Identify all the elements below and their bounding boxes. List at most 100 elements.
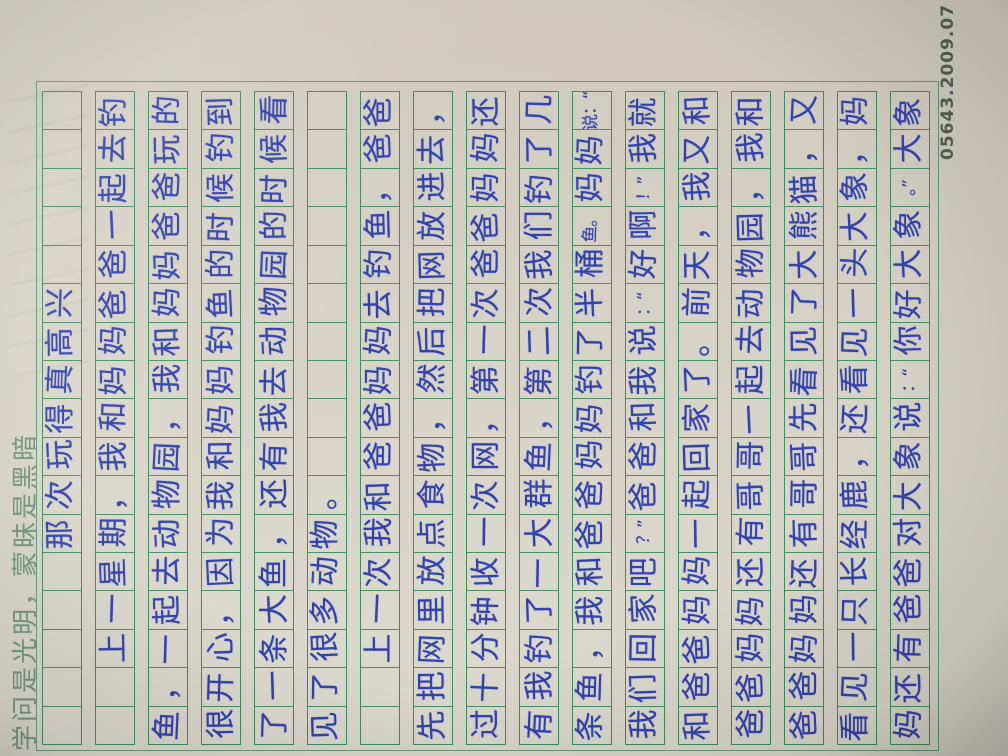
grid-cell: 收 bbox=[467, 552, 505, 592]
grid-cell: 经 bbox=[838, 514, 876, 553]
handwritten-character: 了 bbox=[308, 671, 344, 703]
grid-cell: 鱼 bbox=[573, 668, 611, 707]
handwritten-character: 妈 bbox=[149, 250, 186, 282]
handwritten-character: 为 bbox=[203, 516, 239, 547]
grid-cell: 爸 bbox=[361, 92, 399, 131]
grid-cell: 进 bbox=[414, 168, 452, 208]
grid-cell: 家 bbox=[679, 399, 717, 438]
handwritten-character: 后 bbox=[414, 326, 451, 358]
grid-cell: 妈 bbox=[202, 399, 240, 438]
handwritten-character: 次 bbox=[43, 479, 79, 511]
grid-cell: 半 bbox=[573, 284, 611, 323]
handwritten-character: 看 bbox=[256, 94, 293, 125]
handwritten-character: 们 bbox=[522, 210, 558, 241]
grid-cell: 一 bbox=[732, 399, 770, 438]
grid-cell: 大 bbox=[891, 476, 929, 515]
handwritten-character: 物 bbox=[308, 519, 344, 550]
handwritten-character: 第 bbox=[468, 364, 504, 395]
handwritten-character: 吧 bbox=[626, 557, 662, 588]
grid-cell: 很 bbox=[308, 629, 346, 669]
grid-cell bbox=[96, 707, 134, 744]
handwritten-character: 我 bbox=[521, 249, 558, 281]
grid-cell: 鱼。 bbox=[573, 207, 611, 246]
handwritten-character: 一 bbox=[149, 634, 186, 666]
grid-cell: 动 bbox=[308, 552, 346, 592]
handwritten-character: 长 bbox=[838, 555, 874, 587]
grid-cell: 妈 bbox=[785, 591, 823, 630]
handwritten-character: 去 bbox=[149, 554, 186, 586]
grid-cell: 动 bbox=[149, 514, 187, 553]
grid-cell: 一 bbox=[679, 514, 717, 553]
handwritten-character: 还 bbox=[256, 478, 293, 509]
grid-cell: 妈 bbox=[732, 629, 770, 669]
grid-cell: 们 bbox=[520, 207, 558, 246]
grid-row: 上一次我和爸爸妈妈去钓鱼，爸爸 bbox=[360, 91, 400, 745]
grid-cell: 一 bbox=[520, 552, 558, 592]
grid-cell: 头 bbox=[838, 245, 876, 285]
grid-cell: 玩 bbox=[149, 130, 187, 169]
handwritten-character: 妈 bbox=[96, 324, 132, 357]
handwritten-character: 起 bbox=[733, 364, 769, 395]
handwritten-character: 哥 bbox=[733, 480, 770, 512]
grid-cell: 先 bbox=[785, 399, 823, 438]
grid-cell: 我 bbox=[626, 130, 664, 169]
grid-cell: 好 bbox=[626, 245, 664, 285]
grid-cell: 大 bbox=[785, 245, 823, 285]
handwritten-character: 爸 bbox=[96, 249, 132, 280]
grid-cell: 的 bbox=[149, 92, 187, 131]
handwritten-character: 熊 bbox=[786, 210, 823, 241]
handwritten-character: 和 bbox=[573, 555, 609, 587]
grid-cell: 还 bbox=[785, 552, 823, 592]
handwritten-character: 我 bbox=[149, 362, 186, 394]
grid-cell: 又 bbox=[785, 92, 823, 131]
grid-cell: 妈 bbox=[573, 437, 611, 477]
grid-cell: 园 bbox=[149, 437, 187, 477]
grid-cell bbox=[308, 322, 346, 361]
grid-cell: 去 bbox=[96, 130, 134, 169]
grid-row: 很开心，因为我和妈妈钓鱼的时候钓到 bbox=[201, 91, 241, 745]
handwritten-character: 把 bbox=[415, 671, 450, 702]
handwritten-character: 大 bbox=[891, 133, 927, 164]
handwritten-character: 。 bbox=[680, 326, 715, 357]
handwritten-character: 爸 bbox=[787, 670, 823, 701]
grid-cell: 鱼 bbox=[520, 437, 558, 477]
grid-cell: ：“ bbox=[626, 284, 664, 323]
grid-cell: 。 bbox=[679, 322, 717, 361]
handwritten-character: 物 bbox=[733, 248, 770, 280]
grid-cell bbox=[43, 130, 81, 169]
handwritten-character: 开 bbox=[203, 672, 240, 704]
grid-cell: 前 bbox=[679, 284, 717, 323]
grid-cell bbox=[43, 552, 81, 592]
grid-cell: ， bbox=[520, 399, 558, 438]
handwritten-character: 鱼 bbox=[361, 209, 397, 241]
grid-cell: 我 bbox=[573, 591, 611, 630]
handwritten-character: 大 bbox=[891, 248, 928, 281]
grid-cell bbox=[308, 245, 346, 285]
grid-cell: 网 bbox=[467, 437, 505, 477]
grid-cell: 兴 bbox=[43, 284, 81, 323]
handwritten-character: 动 bbox=[149, 518, 186, 550]
paper-serial-number: 05643.2009.07 1 bbox=[938, 0, 958, 160]
handwritten-character: 爸 bbox=[361, 132, 398, 165]
handwritten-character: 回 bbox=[679, 442, 716, 474]
grid-row: 见了很多动物。 bbox=[307, 91, 347, 745]
grid-cell: 去 bbox=[149, 552, 187, 592]
handwritten-character: 妈 bbox=[891, 708, 928, 741]
grid-cell: 爸 bbox=[573, 476, 611, 515]
handwritten-character: 你 bbox=[891, 325, 927, 357]
grid-cell: ， bbox=[149, 399, 187, 438]
handwritten-character: 爸 bbox=[361, 400, 398, 433]
grid-cell: 十 bbox=[467, 668, 505, 707]
handwritten-character: 妈 bbox=[573, 171, 609, 203]
grid-cell: 看 bbox=[838, 707, 876, 744]
handwritten-character: 爸 bbox=[626, 480, 662, 512]
handwritten-character: 到 bbox=[203, 95, 240, 128]
grid-cell: 和 bbox=[149, 322, 187, 361]
handwritten-character: 条 bbox=[573, 711, 609, 742]
handwritten-character: 哥 bbox=[786, 478, 823, 509]
grid-cell: 然 bbox=[414, 360, 452, 400]
handwritten-character: 妈 bbox=[838, 95, 874, 127]
handwritten-character: 上 bbox=[96, 633, 132, 664]
handwritten-character: 二 bbox=[521, 325, 558, 357]
grid-cell: ， bbox=[785, 130, 823, 169]
